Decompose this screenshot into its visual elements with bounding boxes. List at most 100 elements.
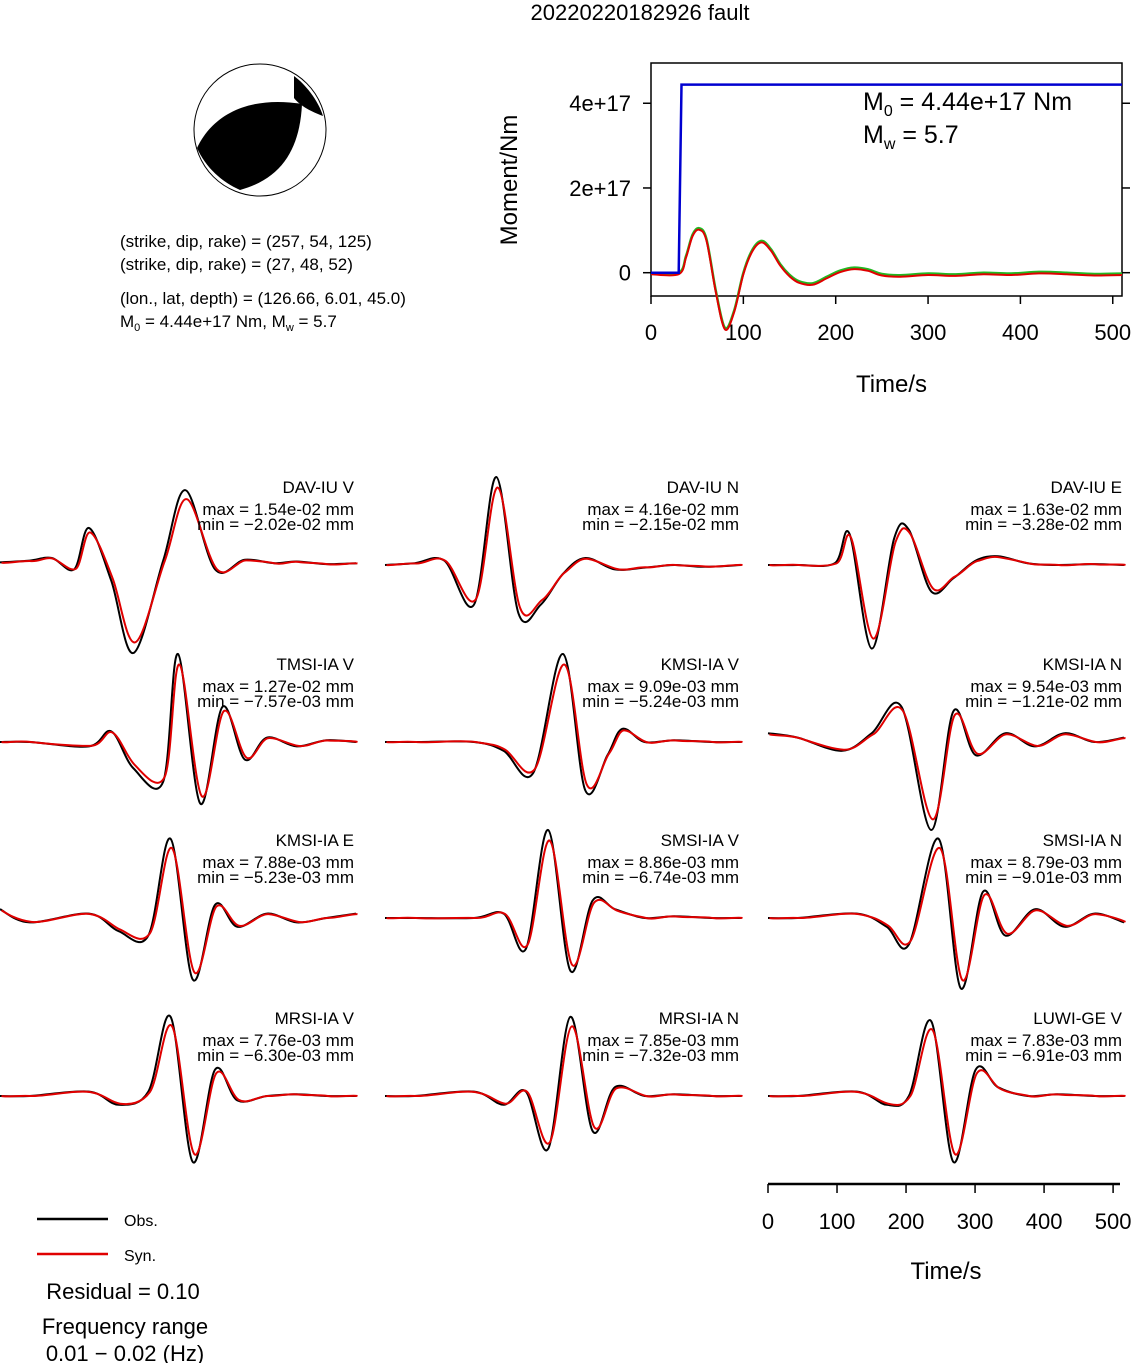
moment-x-tick-label: 500 xyxy=(1094,320,1131,345)
station-label: LUWI-GE V xyxy=(1033,1009,1122,1028)
station-label: DAV-IU E xyxy=(1051,478,1122,497)
station-max: max = 1.63e-02 mm xyxy=(970,500,1122,519)
station-max: max = 7.88e-03 mm xyxy=(202,853,354,872)
synthetic-trace xyxy=(1,498,358,644)
frequency-label: Frequency range xyxy=(42,1314,208,1339)
legend-syn-label: Syn. xyxy=(124,1248,156,1265)
observed-trace xyxy=(385,828,742,973)
station-min: min = −5.24e-03 mm xyxy=(582,692,739,711)
synthetic-trace xyxy=(769,847,1126,982)
moment-rate-line-red xyxy=(650,228,1123,331)
time-axis-label: Time/s xyxy=(910,1258,981,1285)
station-label: KMSI-IA E xyxy=(276,831,354,850)
moment-y-axis-label: Moment/Nm xyxy=(496,115,523,246)
station-label: KMSI-IA N xyxy=(1043,655,1122,674)
synthetic-trace xyxy=(386,839,743,967)
time-axis-tick-label: 500 xyxy=(1095,1209,1132,1234)
station-min: min = −3.28e-02 mm xyxy=(965,515,1122,534)
station-max: max = 1.54e-02 mm xyxy=(202,500,354,519)
moment-y-tick-label: 2e+17 xyxy=(569,176,631,201)
synthetic-trace xyxy=(1,1024,358,1156)
station-label: DAV-IU V xyxy=(283,478,355,497)
time-axis-tick-label: 0 xyxy=(762,1209,774,1234)
synthetic-trace xyxy=(1,663,358,798)
plane2-text: (strike, dip, rake) = (27, 48, 52) xyxy=(120,255,353,274)
station-max: max = 7.83e-03 mm xyxy=(970,1031,1122,1050)
station-label: DAV-IU N xyxy=(667,478,739,497)
station-min: min = −5.23e-03 mm xyxy=(197,868,354,887)
station-min: min = −6.91e-03 mm xyxy=(965,1046,1122,1065)
moment-annotation-mw: Mw = 5.7 xyxy=(863,121,959,153)
station-label: SMSI-IA V xyxy=(661,831,740,850)
moment-annotation-m0: M0 = 4.44e+17 Nm xyxy=(863,88,1072,120)
station-max: max = 1.27e-02 mm xyxy=(202,677,354,696)
residual-text: Residual = 0.10 xyxy=(46,1279,200,1304)
synthetic-trace xyxy=(769,527,1126,640)
station-label: SMSI-IA N xyxy=(1043,831,1122,850)
station-min: min = −1.21e-02 mm xyxy=(965,692,1122,711)
moment-rate-line-green xyxy=(650,226,1123,330)
observed-trace xyxy=(384,652,742,795)
station-max: max = 7.76e-03 mm xyxy=(202,1031,354,1050)
station-min: min = −7.32e-03 mm xyxy=(582,1046,739,1065)
observed-trace xyxy=(384,475,742,623)
station-label: MRSI-IA N xyxy=(659,1009,739,1028)
moment-x-axis-label: Time/s xyxy=(856,371,927,398)
station-label: MRSI-IA V xyxy=(275,1009,355,1028)
station-max: max = 4.16e-02 mm xyxy=(587,500,739,519)
station-max: max = 9.54e-03 mm xyxy=(970,677,1122,696)
figure-title: 20220220182926 fault xyxy=(531,0,750,25)
synthetic-trace xyxy=(386,486,743,617)
observed-trace xyxy=(767,701,1125,832)
station-min: min = −2.02e-02 mm xyxy=(197,515,354,534)
moment-x-tick-label: 0 xyxy=(645,320,657,345)
moment-chart: 0 100 200 300 400 50002e+174e+17Time/sMoment/… xyxy=(496,62,1131,398)
time-axis-tick-label: 400 xyxy=(1026,1209,1063,1234)
time-axis-tick-label: 300 xyxy=(957,1209,994,1234)
moment-plot-frame xyxy=(650,62,1123,297)
moment-y-tick-label: 0 xyxy=(619,261,631,286)
time-axis-tick-label: 200 xyxy=(888,1209,925,1234)
legend: Obs. Syn. xyxy=(37,1213,158,1265)
legend-obs-label: Obs. xyxy=(124,1213,158,1230)
station-min: min = −6.74e-03 mm xyxy=(582,868,739,887)
station-min: min = −2.15e-02 mm xyxy=(582,515,739,534)
synthetic-trace xyxy=(0,847,358,975)
synthetic-trace xyxy=(386,663,743,790)
cumulative-moment-line xyxy=(651,83,1122,274)
station-max: max = 8.86e-03 mm xyxy=(587,853,739,872)
moment-text: M0 = 4.44e+17 Nm, Mw = 5.7 xyxy=(120,312,337,334)
station-label: TMSI-IA V xyxy=(277,655,355,674)
station-min: min = −9.01e-03 mm xyxy=(965,868,1122,887)
moment-x-tick-label: 200 xyxy=(817,320,854,345)
station-min: min = −6.30e-03 mm xyxy=(197,1046,354,1065)
station-max: max = 8.79e-03 mm xyxy=(970,853,1122,872)
station-label: KMSI-IA V xyxy=(661,655,740,674)
frequency-value: 0.01 − 0.02 (Hz) xyxy=(46,1341,204,1363)
moment-x-tick-label: 400 xyxy=(1002,320,1039,345)
plane1-text: (strike, dip, rake) = (257, 54, 125) xyxy=(120,232,372,251)
station-max: max = 7.85e-03 mm xyxy=(587,1031,739,1050)
moment-x-tick-label: 300 xyxy=(910,320,947,345)
synthetic-trace xyxy=(769,1028,1126,1156)
station-min: min = −7.57e-03 mm xyxy=(197,692,354,711)
location-text: (lon., lat, depth) = (126.66, 6.01, 45.0… xyxy=(120,289,406,308)
observed-trace xyxy=(767,522,1125,650)
time-axis-tick-label: 100 xyxy=(819,1209,856,1234)
waveform-time-axis: 0 100 200 300 400 500 Time/s xyxy=(762,1182,1132,1285)
beachball xyxy=(193,63,327,197)
